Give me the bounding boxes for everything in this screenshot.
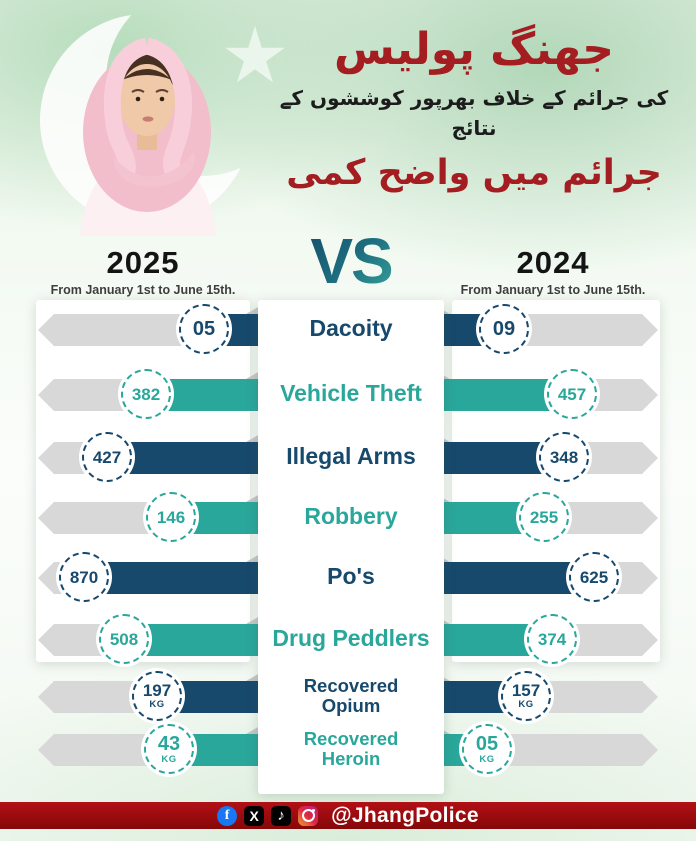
value-number: 427 — [92, 447, 122, 467]
value-number: 157 — [511, 681, 541, 701]
instagram-icon — [298, 805, 319, 826]
value-number: 508 — [109, 629, 139, 649]
tiktok-glyph: ♪ — [277, 807, 285, 824]
x-twitter-icon: X — [244, 805, 265, 826]
value-number: 348 — [549, 447, 579, 467]
ribbon-fold-left — [246, 616, 260, 624]
footer-social-bar: f X ♪ @JhangPolice — [0, 802, 696, 829]
ribbon-fold-left — [246, 371, 260, 379]
value-circle-2025: 05 — [179, 304, 229, 354]
ribbon-fold-left — [246, 494, 260, 502]
left-bars-panel — [36, 300, 250, 662]
value-circle-2025: 382 — [121, 369, 171, 419]
value-number: 09 — [492, 318, 516, 340]
value-number: 05 — [475, 732, 499, 755]
portrait-photo — [40, 14, 252, 236]
facebook-glyph: f — [224, 807, 230, 823]
vs-label: VS — [258, 224, 444, 298]
value-circle-2025: 427 — [82, 432, 132, 482]
category-panel — [258, 300, 444, 794]
right-eyebrow — [155, 89, 169, 93]
value-circle-2024: 157 KG — [501, 671, 551, 721]
period-2025: From January 1st to June 15th. — [50, 283, 236, 298]
value-unit: KG — [149, 699, 165, 711]
value-circle-2025: 43 KG — [144, 724, 194, 774]
value-circle-2024: 625 — [569, 552, 619, 602]
value-number: 05 — [192, 318, 216, 340]
x-glyph: X — [249, 807, 259, 824]
bar-segment-2024 — [438, 562, 595, 594]
year-2025-header: 2025 From January 1st to June 15th. — [36, 245, 250, 298]
facebook-icon: f — [217, 805, 238, 826]
value-circle-2025: 146 — [146, 492, 196, 542]
right-eye — [159, 96, 165, 102]
value-number: 374 — [537, 629, 567, 649]
urdu-subtitle: کی جرائم کے خلاف بھرپور کوششوں کے نتائج — [279, 86, 669, 140]
bar-segment-2025 — [108, 442, 262, 474]
value-number: 870 — [69, 567, 99, 587]
value-number: 146 — [156, 507, 186, 527]
tiktok-icon: ♪ — [271, 805, 292, 826]
instagram-dot — [312, 808, 316, 812]
left-eye — [135, 96, 141, 102]
value-unit: KG — [161, 753, 177, 765]
scarf-left-drape — [103, 37, 150, 177]
value-circle-2024: 348 — [539, 432, 589, 482]
value-circle-2025: 197 KG — [132, 671, 182, 721]
value-number: 255 — [529, 507, 559, 527]
value-circle-2025: 508 — [99, 614, 149, 664]
urdu-title: جھنگ پولیس — [334, 24, 614, 75]
urdu-heading: جھنگ پولیس کی جرائم کے خلاف بھرپور کوششو… — [262, 22, 686, 197]
value-number: 457 — [557, 384, 587, 404]
scarf-shoulder — [113, 152, 195, 187]
value-circle-2024: 457 — [547, 369, 597, 419]
ribbon-fold-left — [246, 434, 260, 442]
value-number: 43 — [157, 732, 181, 755]
value-circle-2024: 255 — [519, 492, 569, 542]
year-2024-header: 2024 From January 1st to June 15th. — [446, 245, 660, 298]
value-circle-2025: 870 — [59, 552, 109, 602]
lips — [142, 116, 154, 122]
instagram-lens — [301, 809, 315, 822]
value-circle-2024: 05 KG — [462, 724, 512, 774]
value-number: 197 — [142, 681, 172, 701]
value-unit: KG — [479, 753, 495, 765]
year-2024: 2024 — [516, 245, 590, 280]
value-number: 625 — [579, 567, 609, 587]
ribbon-fold-left — [246, 673, 260, 681]
period-2024: From January 1st to June 15th. — [460, 283, 646, 298]
value-circle-2024: 374 — [527, 614, 577, 664]
ribbon-fold-left — [246, 306, 260, 314]
ribbon-fold-left — [246, 554, 260, 562]
hairline — [122, 69, 172, 80]
urdu-tagline: جرائم میں واضح کمی — [286, 153, 662, 193]
value-circle-2024: 09 — [479, 304, 529, 354]
value-number: 382 — [131, 384, 161, 404]
social-handle: @JhangPolice — [331, 803, 479, 827]
ribbon-fold-left — [246, 726, 260, 734]
year-2025: 2025 — [106, 245, 180, 280]
bar-segment-2025 — [85, 562, 262, 594]
scarf-right-drape — [144, 37, 192, 178]
value-unit: KG — [518, 699, 534, 711]
face — [119, 64, 175, 136]
left-eyebrow — [131, 89, 145, 93]
